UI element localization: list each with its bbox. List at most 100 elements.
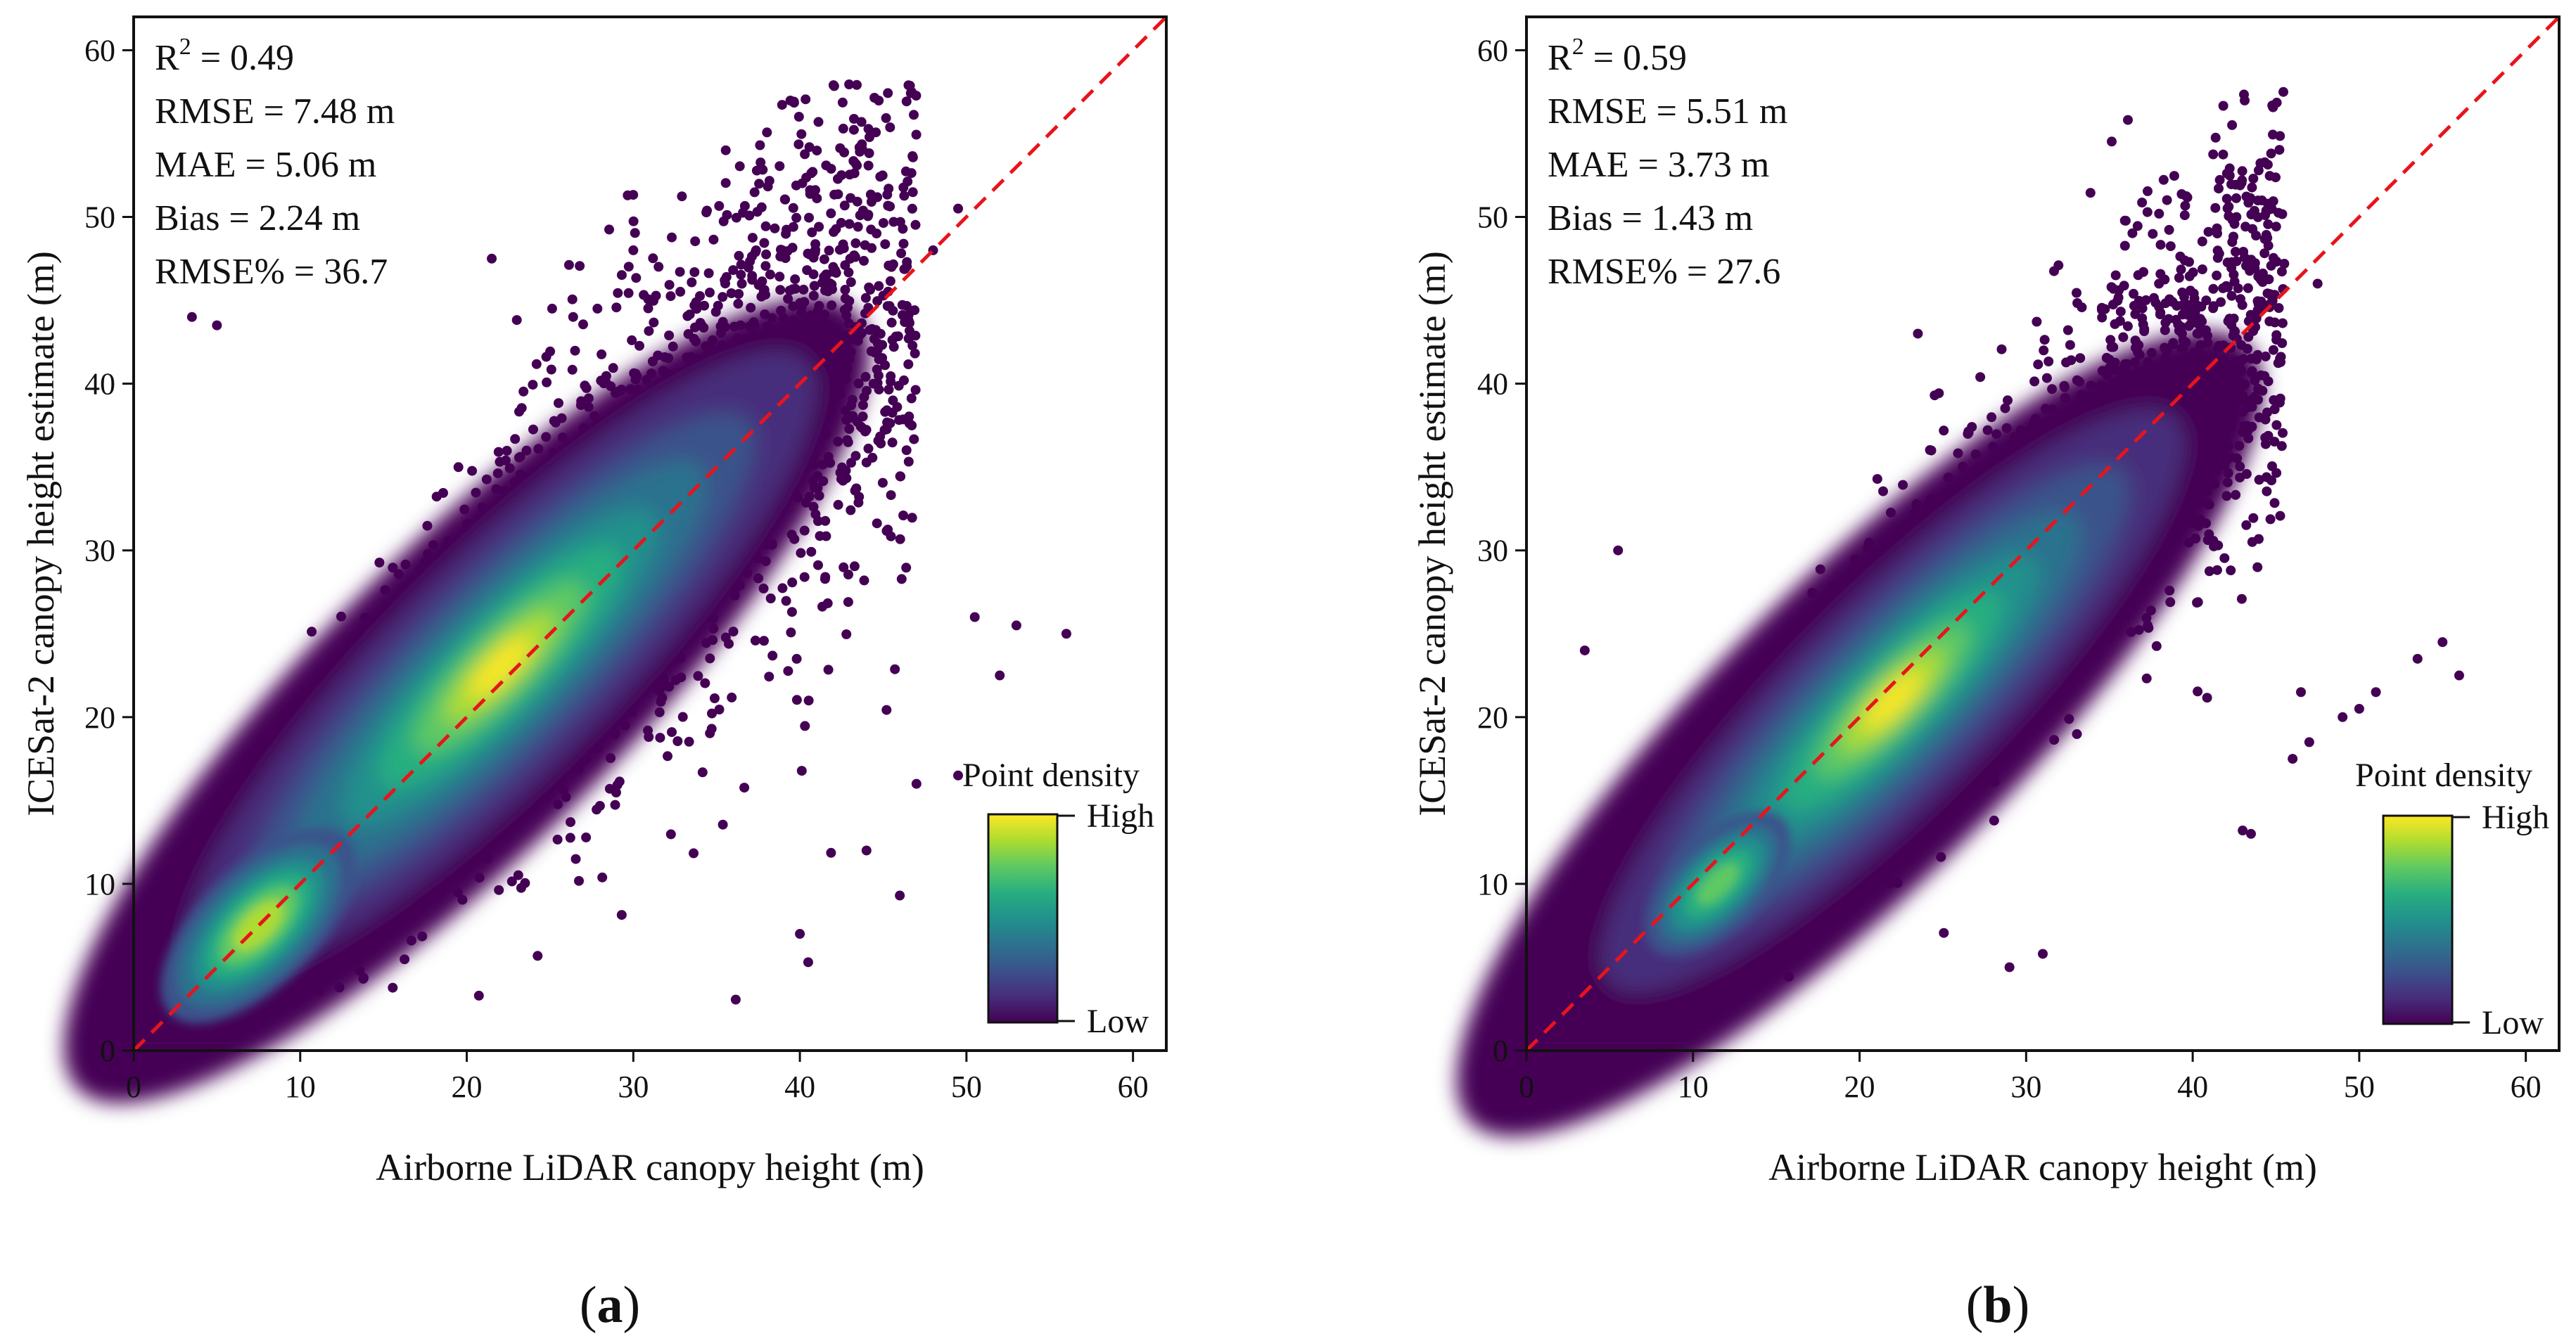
scatter-point: [2260, 351, 2271, 361]
scatter-point: [886, 490, 896, 501]
scatter-point: [2160, 325, 2170, 335]
scatter-point: [857, 139, 867, 150]
scatter-point: [697, 767, 708, 778]
scatter-point: [860, 293, 871, 303]
scatter-point: [2175, 251, 2186, 262]
scatter-point: [903, 359, 914, 369]
scatter-point: [804, 142, 815, 153]
rmse-percent-stat-a: RMSE% = 36.7: [155, 252, 388, 292]
scatter-point: [898, 238, 909, 249]
scatter-point: [2169, 171, 2179, 181]
scatter-point: [909, 110, 919, 120]
scatter-point: [2231, 489, 2241, 500]
scatter-point: [672, 736, 683, 746]
scatter-point: [2062, 325, 2073, 335]
scatter-point: [705, 288, 715, 297]
scatter-point: [787, 577, 798, 588]
scatter-point: [841, 629, 852, 639]
y-tick-label: 40: [84, 367, 115, 402]
scatter-point: [848, 156, 859, 166]
scatter-point: [2177, 287, 2188, 297]
scatter-point: [896, 248, 907, 259]
scatter-point: [866, 197, 876, 207]
scatter-point: [2139, 324, 2150, 334]
y-tick-label: 0: [100, 1034, 115, 1068]
scatter-point: [2268, 129, 2278, 140]
scatter-point: [801, 94, 811, 105]
scatter-point: [840, 285, 850, 295]
scatter-point: [2162, 195, 2172, 205]
scatter-point: [786, 607, 797, 617]
scatter-point: [1989, 815, 1999, 826]
scatter-point: [796, 766, 807, 776]
scatter-point: [667, 232, 677, 243]
scatter-point: [2214, 184, 2224, 194]
scatter-point: [700, 678, 710, 688]
scatter-point: [2227, 120, 2238, 130]
scatter-point: [2180, 200, 2191, 211]
scatter-point: [714, 705, 725, 714]
scatter-point: [643, 303, 653, 314]
scatter-point: [552, 834, 563, 845]
scatter-point: [2174, 273, 2184, 283]
scatter-point: [664, 280, 675, 290]
scatter-point: [2193, 686, 2203, 697]
scatter-point: [877, 477, 888, 488]
scatter-point: [905, 88, 916, 98]
scatter-point: [2212, 223, 2222, 233]
scatter-point: [628, 190, 639, 200]
scatter-point: [2271, 420, 2282, 430]
scatter-point: [799, 572, 810, 582]
scatter-point: [859, 575, 869, 586]
r2-stat-a: R2 = 0.49: [155, 34, 294, 78]
scatter-point: [806, 546, 817, 557]
colorbar-title-a: Point density: [962, 757, 1140, 794]
scatter-point: [528, 380, 538, 390]
scatter-point: [2204, 566, 2214, 577]
scatter-point: [866, 224, 876, 235]
scatter-point: [2165, 241, 2176, 252]
scatter-point: [2212, 270, 2222, 281]
scatter-point: [780, 194, 791, 205]
scatter-point: [675, 267, 685, 277]
x-tick-label: 10: [285, 1070, 316, 1104]
scatter-point: [899, 191, 910, 201]
scatter-point: [2065, 340, 2075, 350]
scatter-point: [495, 456, 505, 467]
scatter-point: [388, 982, 398, 993]
plot-area-b: [1456, 15, 2561, 1137]
colorbar-high-label-a: High: [1087, 797, 1154, 835]
x-tick-label: 30: [618, 1070, 649, 1104]
scatter-point: [846, 505, 856, 515]
scatter-point: [728, 627, 739, 637]
scatter-point: [782, 224, 792, 235]
scatter-point: [884, 385, 894, 394]
scatter-point: [684, 309, 695, 320]
scatter-point: [690, 322, 700, 333]
scatter-point: [718, 819, 728, 830]
scatter-point: [2212, 565, 2222, 575]
scatter-point: [896, 574, 907, 584]
scatter-point: [2265, 289, 2276, 300]
scatter-point: [878, 218, 888, 229]
scatter-point: [909, 434, 919, 444]
scatter-point: [888, 342, 899, 352]
scatter-point: [212, 320, 222, 331]
scatter-point: [2229, 276, 2240, 287]
scatter-point: [734, 250, 744, 261]
scatter-point: [1996, 344, 2007, 354]
scatter-point: [781, 596, 791, 606]
scatter-point: [899, 264, 910, 274]
scatter-point: [2141, 673, 2152, 684]
scatter-point: [2224, 163, 2235, 174]
scatter-point: [774, 271, 785, 282]
scatter-point: [2240, 222, 2251, 232]
scatter-point: [750, 247, 760, 257]
scatter-point: [1987, 412, 1997, 423]
scatter-point: [872, 338, 883, 349]
x-tick-label: 50: [951, 1070, 982, 1104]
scatter-point: [795, 929, 805, 939]
y-tick-label: 60: [84, 33, 115, 68]
scatter-point: [846, 277, 856, 288]
